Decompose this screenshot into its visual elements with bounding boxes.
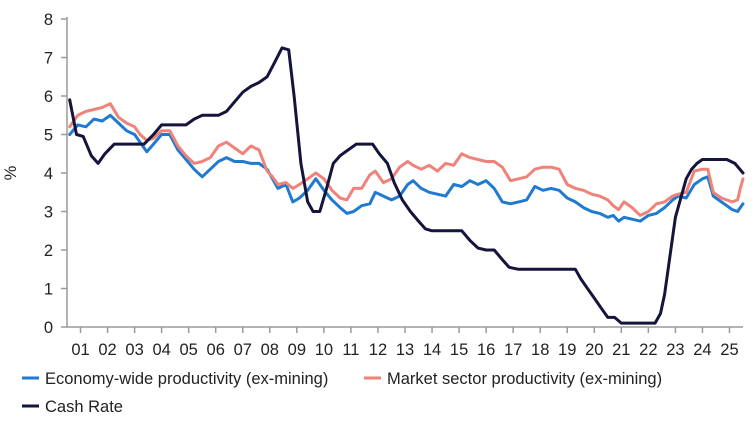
x-tick-label: 23: [666, 341, 684, 359]
series-line-3: [68, 46, 745, 325]
x-tick-label: 08: [261, 341, 279, 359]
y-tick-label: 6: [44, 88, 53, 106]
legend-label: Market sector productivity (ex-mining): [387, 370, 662, 388]
y-tick-label: 4: [44, 165, 53, 183]
legend-label: Cash Rate: [45, 398, 123, 416]
x-tick-label: 15: [450, 341, 468, 359]
series-line-2: [68, 102, 745, 217]
y-tick-label: 1: [44, 281, 53, 299]
x-tick-label: 20: [585, 341, 603, 359]
legend: Economy-wide productivity (ex-mining) Mar…: [22, 370, 662, 416]
y-axis-title: %: [2, 165, 20, 180]
x-tick-label: 14: [423, 341, 441, 359]
x-tick-label: 05: [180, 341, 198, 359]
x-tick-label: 18: [531, 341, 549, 359]
x-tick-label: 12: [369, 341, 387, 359]
y-tick-label: 8: [44, 11, 53, 29]
y-tick-label: 0: [44, 319, 53, 337]
y-tick-label: 2: [44, 242, 53, 260]
x-tick-label: 06: [207, 341, 225, 359]
x-tick-label: 19: [558, 341, 576, 359]
x-tick-label: 01: [71, 341, 89, 359]
x-tick-label: 04: [152, 341, 170, 359]
x-tick-label: 24: [693, 341, 711, 359]
y-tick-label: 5: [44, 127, 53, 145]
x-tick-label: 21: [612, 341, 630, 359]
y-axis-ticks: 0 1 2 3 4 5 6 7 8: [44, 11, 67, 337]
x-tick-label: 07: [234, 341, 252, 359]
x-tick-label: 11: [342, 341, 359, 359]
x-axis-ticks: 01 02 03 04 05 06 07 08 09 10 11 12 13 14 15 16 17 18 19 20…: [71, 327, 739, 359]
y-tick-label: 3: [44, 204, 53, 222]
series-lines: [68, 46, 745, 325]
y-tick-label: 7: [44, 50, 53, 68]
x-tick-label: 02: [98, 341, 116, 359]
series-line-1: [68, 113, 745, 223]
x-tick-label: 17: [504, 341, 522, 359]
x-tick-label: 25: [720, 341, 738, 359]
legend-label: Economy-wide productivity (ex-mining): [45, 370, 328, 388]
x-tick-label: 22: [639, 341, 657, 359]
x-tick-label: 03: [125, 341, 143, 359]
x-tick-label: 16: [477, 341, 495, 359]
x-tick-label: 13: [396, 341, 414, 359]
x-tick-label: 10: [315, 341, 333, 359]
x-tick-label: 09: [288, 341, 306, 359]
